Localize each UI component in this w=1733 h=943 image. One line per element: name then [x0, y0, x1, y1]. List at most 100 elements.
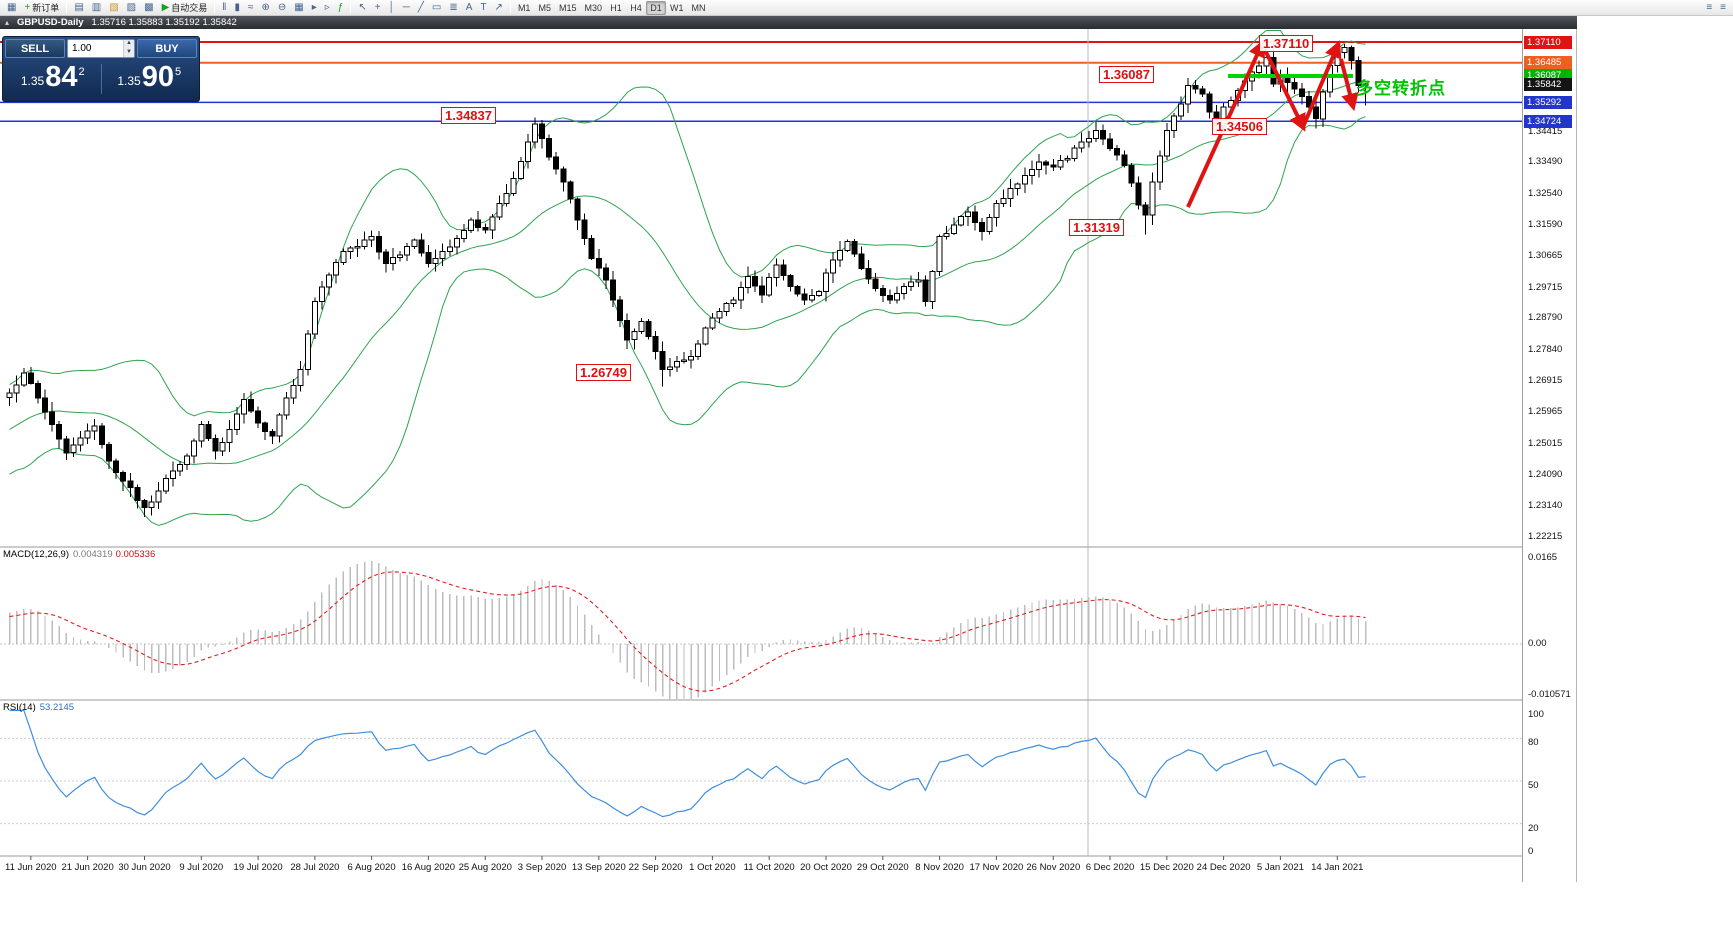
timeframe-H4[interactable]: H4 — [630, 2, 642, 13]
bar-chart-button[interactable]: ‖ — [218, 1, 230, 15]
auto-scroll-button-icon: ▸ — [311, 1, 317, 13]
svg-text:13 Sep 2020: 13 Sep 2020 — [572, 862, 626, 873]
price-axis-label: 1.31590 — [1528, 219, 1563, 230]
rsi-axis-label: 100 — [1528, 709, 1544, 720]
chart-canvas[interactable]: 11 Jun 2020 21 Jun 2020 30 Jun 2020 9 Jul 2… — [0, 29, 1522, 882]
price-annotation-box[interactable]: 1.36087 — [1099, 66, 1154, 83]
text-label-button[interactable]: T — [476, 1, 490, 15]
svg-text:17 Nov 2020: 17 Nov 2020 — [969, 862, 1023, 873]
tile-windows-button-icon: ▦ — [294, 1, 304, 13]
plot-area[interactable]: 11 Jun 2020 21 Jun 2020 30 Jun 2020 9 Jul 2… — [0, 29, 1522, 882]
price-axis-label: 1.27840 — [1528, 344, 1563, 355]
text-button[interactable]: A — [462, 1, 477, 15]
data-window-button[interactable]: ▥ — [88, 1, 105, 15]
svg-text:26 Nov 2020: 26 Nov 2020 — [1026, 862, 1080, 873]
price-axis-label: 1.32540 — [1528, 188, 1563, 199]
new-chart-button[interactable]: ▦ — [3, 1, 20, 15]
macd-histogram — [8, 560, 1367, 701]
svg-text:5 Jan 2021: 5 Jan 2021 — [1257, 862, 1304, 873]
price-annotation-box[interactable]: 1.31319 — [1069, 219, 1124, 236]
price-annotation-box[interactable]: 1.26749 — [576, 364, 631, 381]
bar-chart-button-icon: ‖ — [222, 1, 227, 13]
timeframe-D1[interactable]: D1 — [646, 0, 666, 15]
vertical-line-button[interactable]: │ — [385, 1, 399, 15]
chart-title-bar[interactable]: ▴ GBPUSD-Daily 1.35716 1.35883 1.35192 1… — [0, 16, 1577, 29]
price-annotation-box[interactable]: 1.34837 — [441, 107, 496, 124]
trendline-button[interactable]: ╱ — [414, 1, 428, 15]
lot-size-input[interactable] — [68, 40, 123, 57]
terminal-button[interactable]: ▨ — [123, 1, 140, 15]
svg-text:6 Dec 2020: 6 Dec 2020 — [1086, 862, 1135, 873]
toolbar-overflow-1[interactable]: ≡ — [1702, 1, 1716, 15]
price-annotation-box[interactable]: 1.34506 — [1212, 118, 1267, 135]
vertical-line-button-icon: │ — [388, 1, 395, 13]
market-watch-button[interactable]: ▤ — [70, 1, 87, 15]
rsi-axis-label: 80 — [1528, 737, 1539, 748]
sell-button[interactable]: SELL — [5, 39, 65, 58]
svg-text:30 Jun 2020: 30 Jun 2020 — [118, 862, 170, 873]
timeframe-M30[interactable]: M30 — [584, 2, 602, 13]
timeframe-M5[interactable]: M5 — [538, 2, 551, 13]
svg-text:19 Jul 2020: 19 Jul 2020 — [234, 862, 283, 873]
fibonacci-button[interactable]: ≣ — [445, 1, 461, 15]
zoom-out-button[interactable]: ⊖ — [274, 1, 290, 15]
crosshair-button[interactable]: + — [371, 1, 385, 15]
lot-increase-button[interactable]: ▲ — [126, 40, 132, 46]
fibonacci-button-icon: ≣ — [449, 1, 458, 13]
timeframe-M1[interactable]: M1 — [517, 2, 531, 13]
candles-layer — [6, 42, 1369, 518]
autotrading-button-label: 自动交易 — [171, 3, 208, 13]
lot-size-field[interactable]: ▲ ▼ — [67, 39, 135, 58]
price-annotation-box[interactable]: 1.37110 — [1259, 35, 1314, 52]
cursor-button[interactable]: ↖ — [354, 1, 370, 15]
timeframe-W1[interactable]: W1 — [670, 2, 684, 13]
price-axis-tag: 1.37110 — [1524, 36, 1572, 49]
buy-price-display: 1.35 90 5 — [102, 62, 198, 95]
price-axis[interactable]: 1.34415 1.33490 1.32540 1.31590 1.30665 1.297… — [1522, 29, 1577, 882]
annotations-layer: SELL ▲ ▼ BUY 1.35 84 2 1.35 90 5 — [0, 29, 1522, 882]
macd-axis-zero: 0.00 — [1528, 638, 1547, 649]
toolbar-overflow-2[interactable]: ≡ — [1716, 1, 1730, 15]
line-chart-button[interactable]: ≈ — [244, 1, 258, 15]
horizontal-line-button[interactable]: ─ — [399, 1, 414, 15]
timeframe-MN[interactable]: MN — [691, 2, 706, 13]
timeframe-H1[interactable]: H1 — [610, 2, 622, 13]
svg-text:6 Aug 2020: 6 Aug 2020 — [348, 862, 396, 873]
zoom-in-button[interactable]: ⊕ — [257, 1, 273, 15]
new-order-button[interactable]: + 新订单 — [20, 1, 63, 15]
sell-price-sup: 2 — [78, 65, 85, 78]
bollinger-middle — [9, 79, 1366, 466]
buy-button[interactable]: BUY — [137, 39, 197, 58]
new-chart-button-icon: ▦ — [7, 1, 17, 13]
price-axis-tag: 1.35842 — [1524, 78, 1572, 91]
one-click-toggle-icon[interactable]: ▴ — [5, 18, 10, 27]
autotrading-button[interactable]: ▶ 自动交易 — [158, 1, 212, 15]
svg-text:24 Dec 2020: 24 Dec 2020 — [1197, 862, 1251, 873]
timeframe-M15[interactable]: M15 — [558, 2, 577, 13]
chart-shift-button[interactable]: ▹ — [321, 1, 334, 15]
chart-shift-button-icon: ▹ — [324, 1, 330, 13]
svg-text:11 Jun 2020: 11 Jun 2020 — [5, 862, 57, 873]
indicators-button[interactable]: ƒ — [334, 1, 348, 15]
arrows-button-icon: ↗ — [494, 1, 503, 13]
crosshair-button-icon: + — [374, 1, 381, 13]
sell-price-small: 1.35 — [20, 73, 45, 88]
buy-price-small: 1.35 — [117, 73, 141, 88]
candlestick-button[interactable]: ▮ — [230, 1, 244, 15]
tile-windows-button[interactable]: ▦ — [290, 1, 307, 15]
arrows-button[interactable]: ↗ — [491, 1, 507, 15]
one-click-panel: SELL ▲ ▼ BUY 1.35 84 2 1.35 90 5 — [2, 36, 200, 102]
auto-scroll-button[interactable]: ▸ — [308, 1, 321, 15]
chart-ohlc-readout: 1.35716 1.35883 1.35192 1.35842 — [91, 17, 237, 28]
strategy-tester-button[interactable]: ▩ — [140, 1, 157, 15]
price-axis-label: 1.25965 — [1528, 406, 1563, 417]
navigator-button[interactable]: ▧ — [105, 1, 122, 15]
toolbar: ▦ + 新订单 ▤ ▥ ▧ ▨ ▩ ▶ 自动交易 ‖ ▮ ≈ ⊕ ⊖ ▦ ▸ ▹ ƒ ↖ + │ ─ ╱ ▭ ≣ A T ↗ M1 M5 M1… — [0, 0, 1733, 16]
turning-point-note[interactable]: 多空转折点 — [1356, 79, 1446, 98]
channel-button[interactable]: ▭ — [428, 1, 445, 15]
price-axis-tag: 1.36485 — [1524, 56, 1572, 69]
svg-text:14 Jan 2021: 14 Jan 2021 — [1311, 862, 1363, 873]
lot-decrease-button[interactable]: ▼ — [126, 48, 132, 55]
svg-text:20 Oct 2020: 20 Oct 2020 — [800, 862, 852, 873]
svg-text:25 Aug 2020: 25 Aug 2020 — [459, 862, 512, 873]
